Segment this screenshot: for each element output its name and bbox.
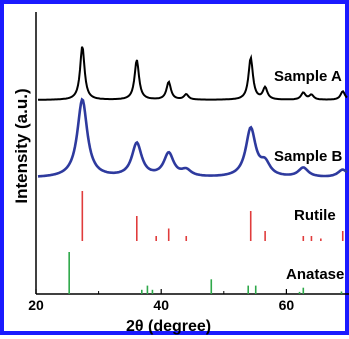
x-tick-label: 40 [153, 297, 169, 313]
x-tick-label: 60 [279, 297, 295, 313]
legend-anatase: Anatase [286, 266, 345, 283]
legend-rutile: Rutile [294, 207, 336, 224]
y-axis-label: Intensity (a.u.) [12, 88, 31, 204]
series-sample-b-line [37, 97, 348, 178]
legend-sample-b: Sample B [274, 148, 343, 165]
xrd-chart: 20 40 60 [28, 12, 349, 313]
x-tick-label: 20 [28, 297, 44, 313]
series-sample-a-line [38, 46, 348, 101]
x-axis-label: 2θ (degree) [126, 318, 212, 335]
legend-sample-a: Sample A [274, 68, 342, 85]
